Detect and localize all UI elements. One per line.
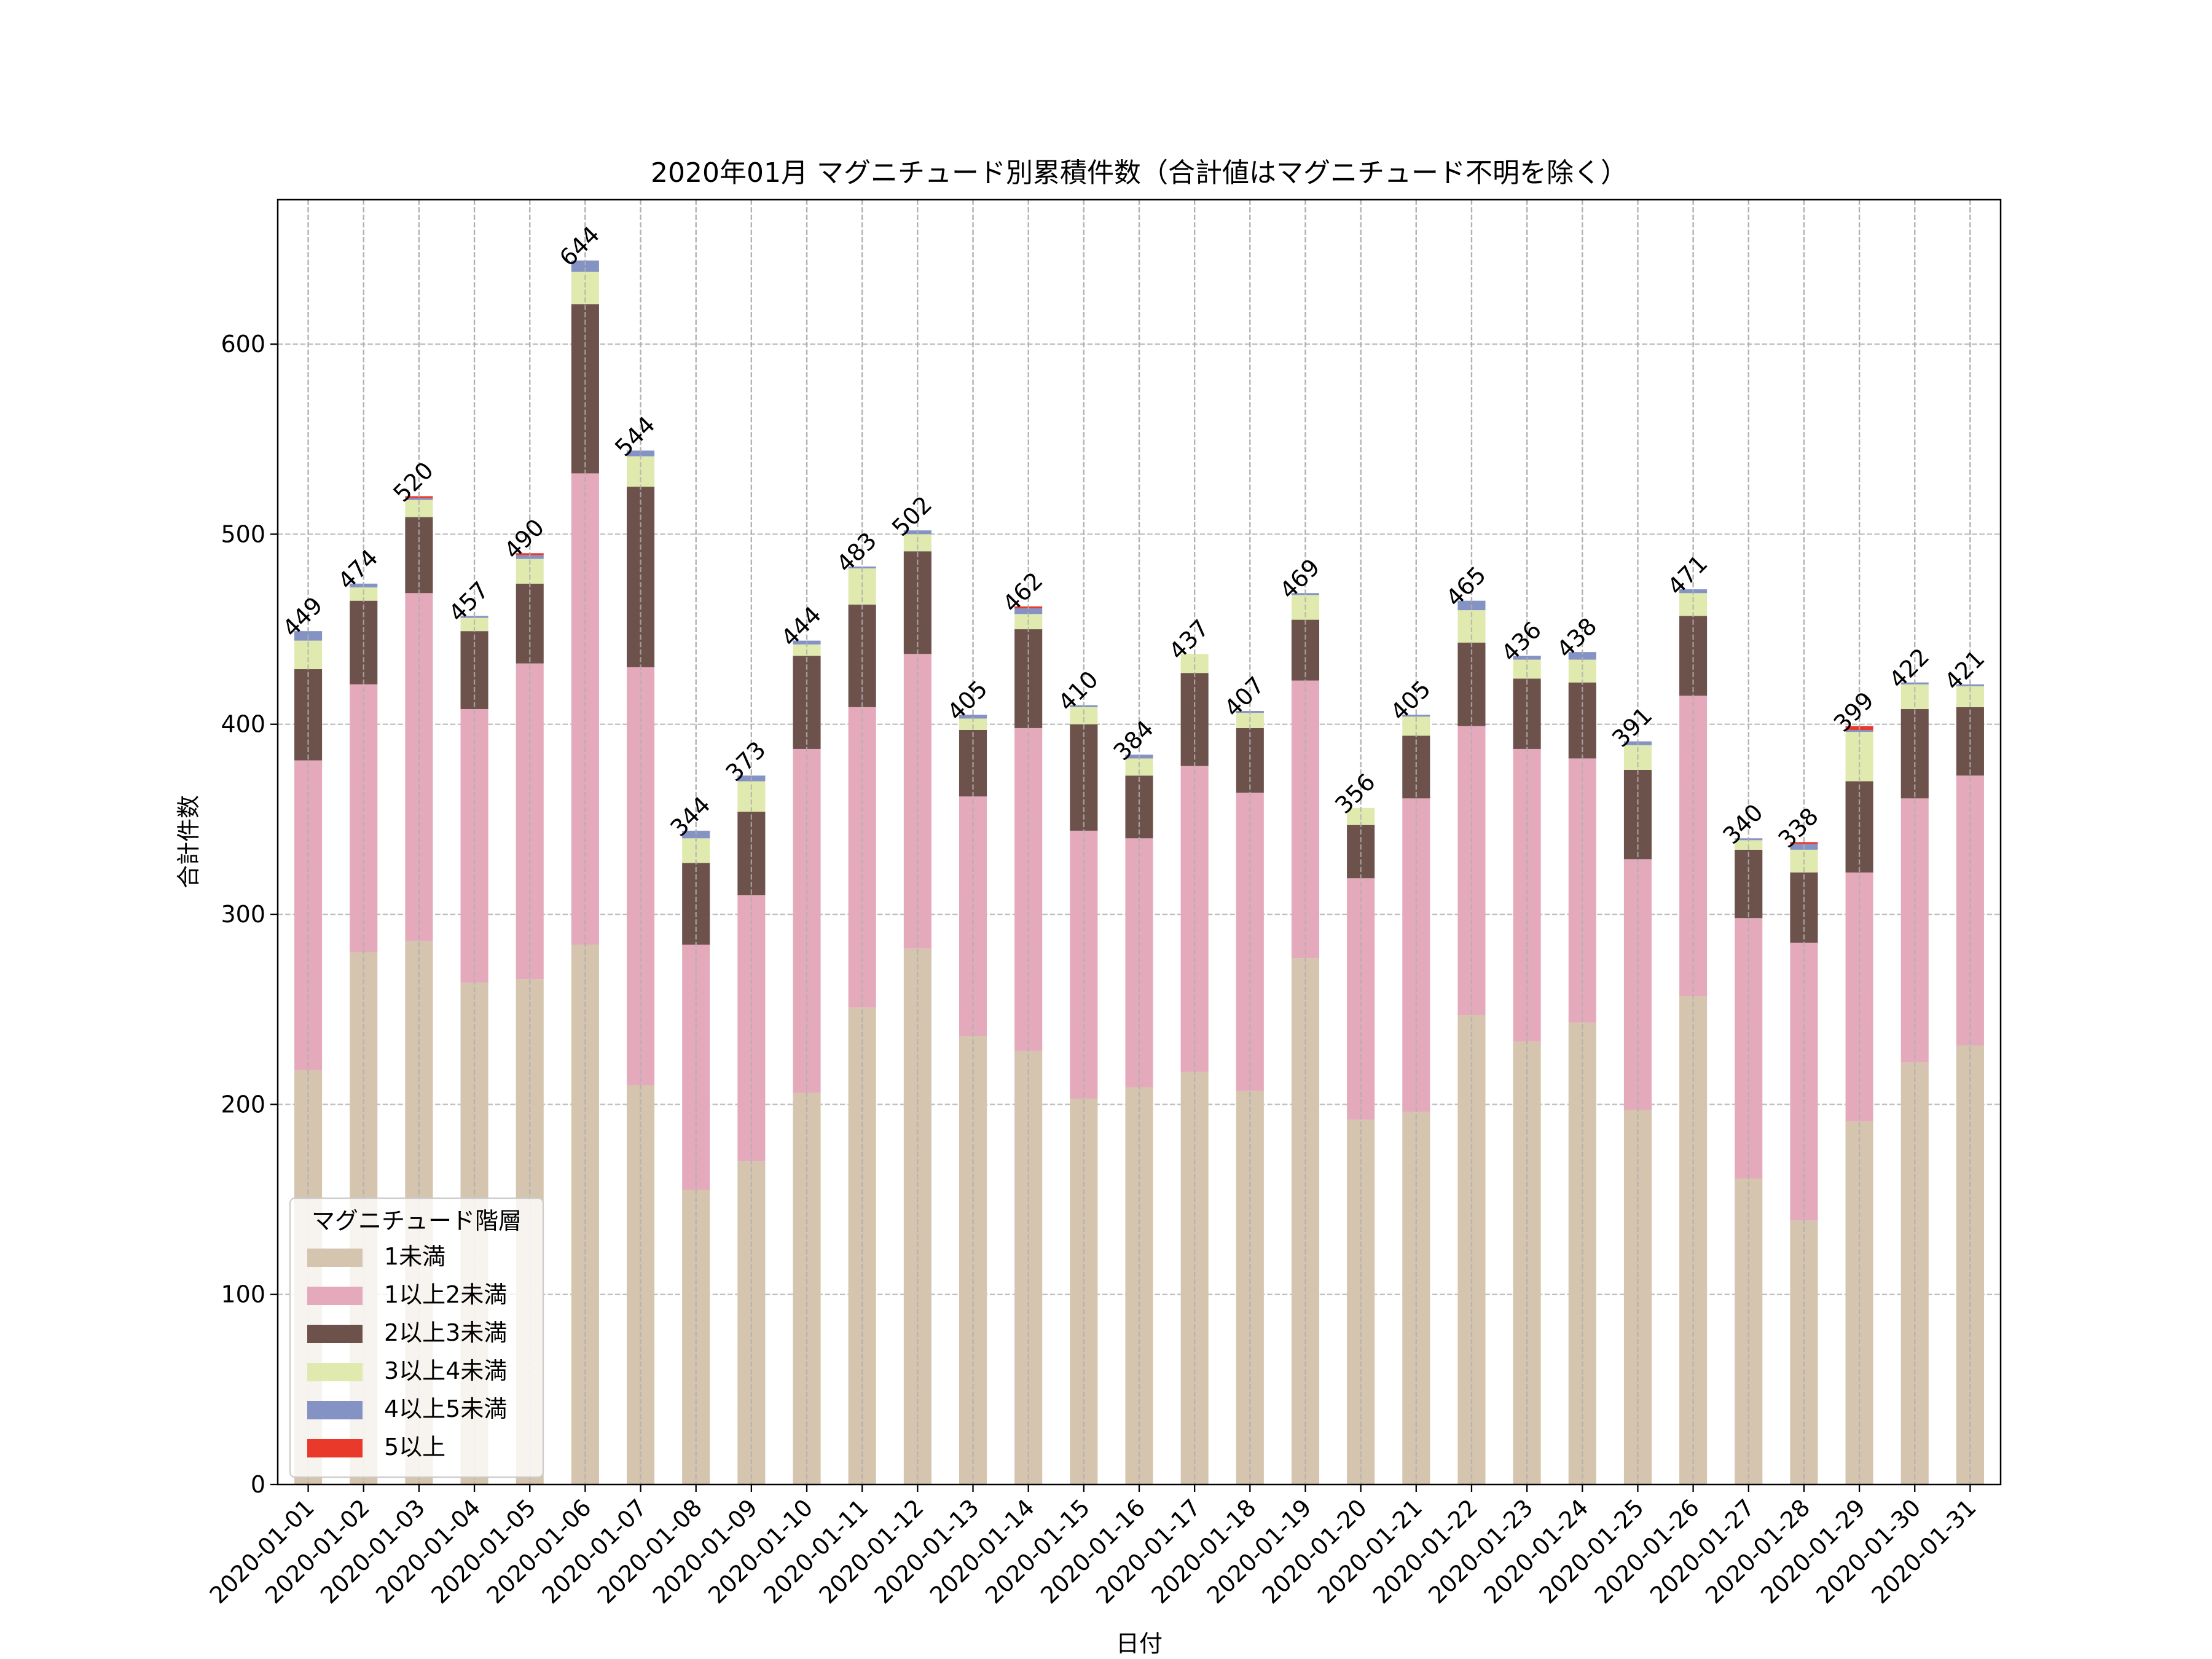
- legend-swatch: [307, 1325, 363, 1343]
- legend-title: マグニチュード階層: [312, 1207, 522, 1234]
- bar-segment-6: [1790, 842, 1818, 844]
- y-tick-label: 0: [251, 1471, 265, 1498]
- y-tick-label: 300: [221, 901, 265, 928]
- bar-segment-5: [1845, 730, 1873, 732]
- bar-segment-4: [682, 838, 710, 863]
- y-tick-label: 500: [221, 520, 265, 547]
- y-axis: 0 100 200 300 400 500 600: [221, 331, 278, 1498]
- bar-segment-5: [571, 260, 599, 272]
- legend-label: 1以上2未満: [384, 1281, 507, 1308]
- legend-label: 1未満: [384, 1243, 445, 1270]
- legend-items: 1未満 1以上2未満 2以上3未満 3以上4未満 4以上5未満 5以上: [307, 1243, 507, 1461]
- y-tick-label: 200: [221, 1091, 265, 1118]
- bar-segment-5: [1014, 608, 1043, 614]
- bar-segment-5: [1568, 652, 1596, 660]
- legend-label: 5以上: [384, 1433, 445, 1461]
- bar-segment-2: [571, 473, 599, 945]
- legend-swatch: [307, 1439, 363, 1457]
- y-tick-label: 400: [221, 711, 265, 738]
- bar-segment-2: [1513, 748, 1541, 1042]
- y-axis-label: 合計件数: [175, 795, 202, 888]
- legend-swatch: [307, 1287, 363, 1305]
- legend-swatch: [307, 1401, 363, 1419]
- bar-segment-4: [1568, 659, 1596, 683]
- y-tick-label: 600: [221, 331, 265, 358]
- bar-segment-1: [737, 1161, 766, 1484]
- legend-swatch: [307, 1363, 363, 1381]
- bar-segment-3: [1900, 708, 1929, 799]
- legend-label: 3以上4未満: [384, 1357, 507, 1384]
- legend-label: 2以上3未満: [384, 1319, 507, 1346]
- bar-segment-5: [405, 498, 433, 500]
- bar-segment-5: [1956, 684, 1984, 686]
- bar-segment-2: [1125, 838, 1153, 1088]
- bar-segment-2: [848, 707, 876, 1008]
- bar-segment-2: [1956, 775, 1984, 1046]
- bar-segment-5: [1402, 715, 1430, 717]
- chart-title: 2020年01月 マグニチュード別累積件数（合計値はマグニチュード不明を除く）: [651, 157, 1628, 189]
- bar-segment-5: [627, 450, 655, 457]
- bar-segment-5: [959, 715, 987, 719]
- legend-swatch: [307, 1249, 363, 1267]
- legend: マグニチュード階層 1未満 1以上2未満 2以上3未満 3以上4未満 4以上5未満 5以上: [289, 1197, 544, 1478]
- y-tick-label: 100: [221, 1281, 265, 1308]
- bar-segment-4: [959, 718, 987, 731]
- bar-segment-2: [516, 663, 544, 979]
- x-axis-label: 日付: [1116, 1630, 1163, 1657]
- x-axis: 2020-01-012020-01-022020-01-032020-01-04…: [205, 1484, 1982, 1609]
- bar-segment-2: [1402, 798, 1430, 1112]
- bar-segment-3: [1236, 728, 1264, 793]
- legend-label: 4以上5未満: [384, 1395, 507, 1422]
